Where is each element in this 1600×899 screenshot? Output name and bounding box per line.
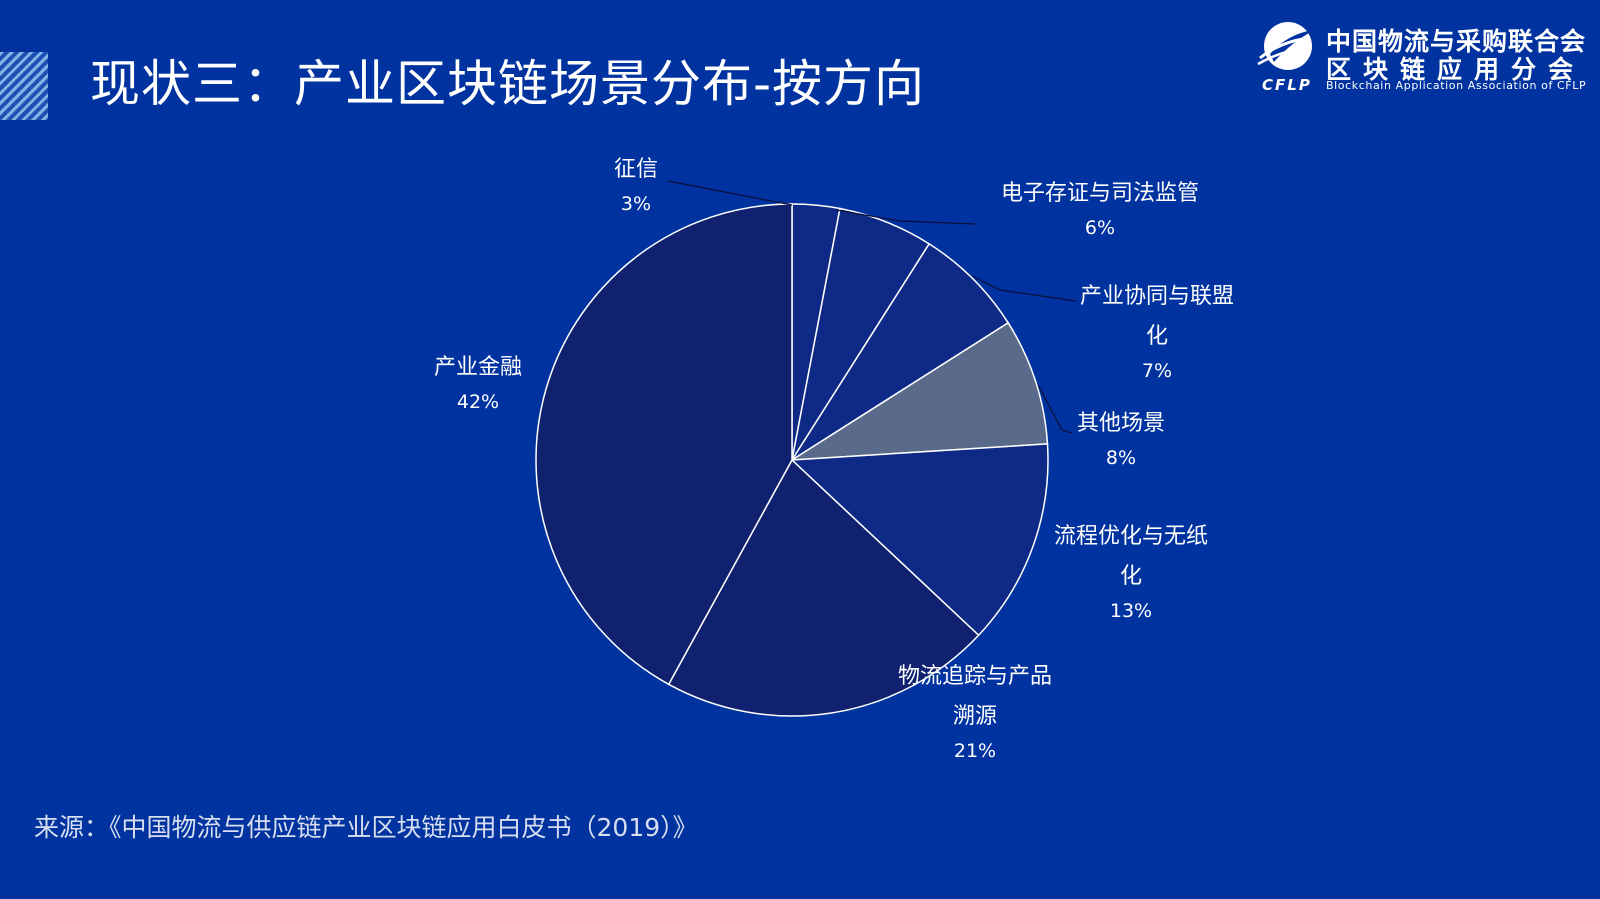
slice-value-1: 3% (621, 193, 651, 215)
logo-name-line2: 区块链应用分会 (1326, 55, 1586, 84)
slice-value-4: 8% (1106, 447, 1136, 469)
slice-label-3-line-1: 产业协同与联盟 (1080, 284, 1234, 309)
pie-slice-6 (667, 458, 980, 717)
pie-slice-3 (791, 242, 1010, 461)
leader-line-2 (835, 209, 976, 225)
slice-label-7-line-1: 产业金融 (434, 355, 522, 380)
leader-line-4 (1037, 384, 1073, 434)
slice-label-6-line-1: 物流追踪与产品 (898, 664, 1052, 689)
page-title: 现状三：产业区块链场景分布-按方向 (90, 55, 926, 113)
leader-line-1 (667, 180, 793, 206)
pie-slice-5 (790, 443, 1049, 637)
slice-label-5-line-2: 化 (1120, 564, 1142, 589)
leader-line-3 (971, 275, 1077, 302)
logo-english-name: Blockchain Application Association of CF… (1326, 79, 1587, 92)
slice-labels: 征信3% 电子存证与司法监管6%产业协同与联盟化7%其他场景8%流程优化与无纸化1… (434, 157, 1234, 762)
slice-label-1-line-1: 征信 (614, 157, 658, 182)
pie-slice-4 (791, 321, 1049, 461)
pie-slices (535, 203, 1049, 717)
slice-label-4-line-1: 其他场景 (1077, 411, 1165, 436)
cflp-globe-icon (1257, 22, 1314, 70)
slice-value-2: 6% (1085, 217, 1115, 239)
slice-label-5-line-1: 流程优化与无纸 (1054, 524, 1208, 549)
pie-slice-7 (535, 203, 793, 686)
logo-name-line1: 中国物流与采购联合会 (1326, 27, 1587, 56)
slice-value-3: 7% (1142, 360, 1172, 382)
source-note: 来源：《中国物流与供应链产业区块链应用白皮书（2019）》 (34, 813, 698, 842)
slice-label-6-line-2: 溯源 (953, 704, 997, 729)
leader-lines (667, 180, 1077, 434)
cflp-logo: CFLP 中国物流与采购联合会 区块链应用分会 Blockchain Appli… (1252, 18, 1592, 98)
slice-label-3-line-2: 化 (1146, 324, 1168, 349)
slice-value-7: 42% (457, 391, 499, 413)
slice-value-6: 21% (954, 740, 996, 762)
slice-value-5: 13% (1110, 600, 1152, 622)
logo-abbr: CFLP (1262, 76, 1312, 94)
slice-label-2-line-1: 电子存证与司法监管 (1001, 181, 1199, 206)
decor-stripe (0, 52, 48, 120)
